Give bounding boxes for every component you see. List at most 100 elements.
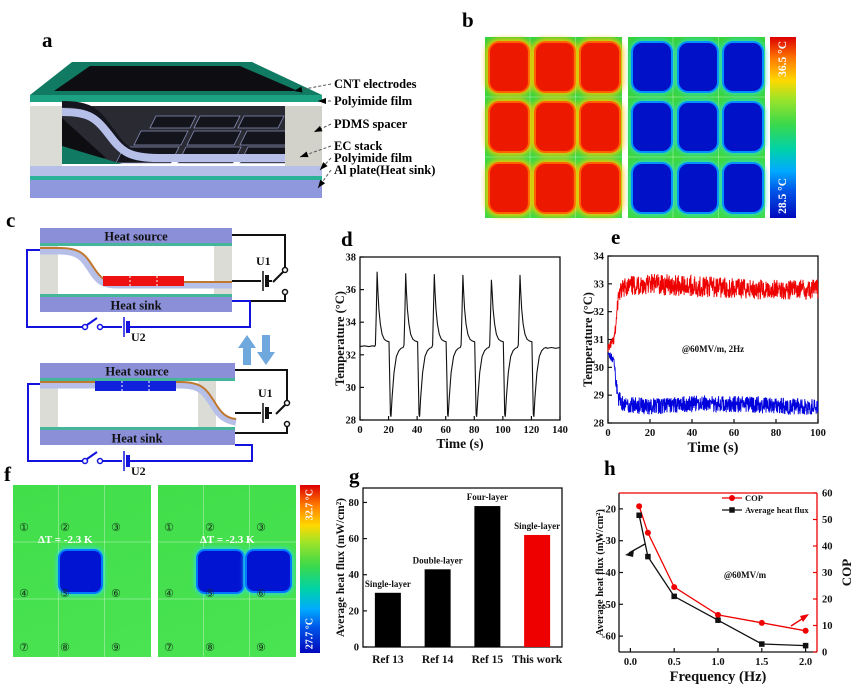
zone-number: ⑦ bbox=[19, 641, 29, 654]
heat-source-label: Heat source bbox=[104, 230, 168, 244]
svg-text:28: 28 bbox=[346, 416, 357, 427]
svg-text:28: 28 bbox=[594, 419, 605, 430]
thermal-square bbox=[633, 163, 671, 212]
svg-text:Average heat flux (mW/cm²): Average heat flux (mW/cm²) bbox=[595, 509, 606, 636]
zone-number: ⑨ bbox=[111, 641, 121, 654]
svg-text:32: 32 bbox=[594, 307, 605, 318]
panel-c-diagram: Heat source Heat sink U1 bbox=[26, 228, 291, 478]
svg-text:30: 30 bbox=[346, 383, 357, 394]
thermal-square bbox=[581, 103, 620, 152]
u1-label: U1 bbox=[256, 254, 271, 268]
svg-text:40: 40 bbox=[822, 542, 833, 553]
ec-film-cold bbox=[95, 381, 176, 391]
thermal-square-cold bbox=[60, 551, 101, 592]
svg-text:33: 33 bbox=[594, 279, 605, 290]
delta-t-label: ΔT = -2.3 K bbox=[38, 534, 93, 546]
exchange-arrows-icon bbox=[238, 335, 275, 365]
thermal-square bbox=[724, 103, 763, 152]
thermal-image-hot bbox=[485, 37, 622, 218]
svg-text:60: 60 bbox=[440, 425, 451, 436]
u2-circuit-bottom bbox=[27, 383, 253, 471]
svg-text:34: 34 bbox=[594, 252, 605, 263]
svg-text:34: 34 bbox=[346, 318, 357, 329]
layer-label: Polyimide film bbox=[334, 94, 413, 108]
bar-ref-14 bbox=[424, 569, 451, 647]
heat-sink-label: Heat sink bbox=[111, 432, 162, 446]
series-average-heat-flux bbox=[638, 515, 806, 647]
svg-text:20: 20 bbox=[349, 606, 360, 617]
svg-text:100: 100 bbox=[495, 425, 511, 436]
chart-h-flux-cop: 0.0 0.5 1.0 1.5 2.0 -20 -30 -40 -50 -60 0 10 20 30 40 5… bbox=[595, 489, 854, 686]
svg-text:32: 32 bbox=[346, 350, 357, 361]
zone-number: ⑧ bbox=[205, 641, 215, 654]
layer-label: Al plate(Heat sink) bbox=[334, 163, 436, 177]
bar-ref-13 bbox=[374, 592, 401, 647]
svg-text:1.0: 1.0 bbox=[711, 657, 724, 668]
thermal-square bbox=[581, 163, 620, 212]
c-top-diagram: Heat source Heat sink U1 bbox=[26, 228, 289, 344]
zone-number: ① bbox=[164, 521, 174, 534]
svg-text:0: 0 bbox=[605, 428, 610, 439]
thermal-square bbox=[678, 103, 717, 152]
device-3d bbox=[30, 62, 322, 198]
svg-text:20: 20 bbox=[383, 425, 394, 436]
thermal-square-cold bbox=[247, 551, 290, 591]
svg-text:40: 40 bbox=[349, 570, 360, 581]
svg-text:20: 20 bbox=[822, 595, 833, 606]
colorbar-min-label: 28.5 °C bbox=[777, 178, 789, 214]
panel-label-e: e bbox=[611, 225, 621, 249]
svg-text:Ref 13: Ref 13 bbox=[372, 654, 404, 666]
layer-label: CNT electrodes bbox=[334, 77, 417, 91]
svg-text:Average heat flux (mW/cm²): Average heat flux (mW/cm²) bbox=[335, 498, 347, 637]
zone-number: ③ bbox=[256, 521, 266, 534]
thermal-square bbox=[490, 103, 528, 152]
svg-text:-40: -40 bbox=[602, 568, 616, 579]
layer-label: Polyimide film bbox=[334, 151, 413, 165]
u1-label: U1 bbox=[258, 386, 273, 400]
svg-text:Ref 15: Ref 15 bbox=[472, 654, 504, 666]
svg-text:60: 60 bbox=[729, 428, 740, 439]
svg-text:30: 30 bbox=[594, 363, 605, 374]
series-temperature bbox=[359, 271, 561, 417]
zone-number: ⑧ bbox=[60, 641, 70, 654]
zone-number: ④ bbox=[19, 587, 29, 600]
thermal-square bbox=[724, 43, 763, 91]
svg-text:140: 140 bbox=[552, 425, 568, 436]
svg-text:Time (s): Time (s) bbox=[436, 436, 483, 451]
zone-number: ② bbox=[205, 521, 215, 534]
svg-text:Double-layer: Double-layer bbox=[413, 555, 463, 565]
svg-text:0.0: 0.0 bbox=[624, 657, 637, 668]
svg-text:Four-layer: Four-layer bbox=[467, 492, 508, 502]
zone-number: ⑦ bbox=[164, 641, 174, 654]
thermal-square bbox=[678, 163, 717, 212]
svg-text:Single-layer: Single-layer bbox=[365, 579, 411, 589]
svg-text:-50: -50 bbox=[602, 600, 616, 611]
zone-number: ⑥ bbox=[111, 587, 121, 600]
heat-source-label: Heat source bbox=[105, 365, 169, 379]
svg-text:60: 60 bbox=[349, 534, 360, 545]
colorbar-max-label: 36.5 °C bbox=[777, 41, 789, 77]
colorbar-f: 32.7 °C 27.7 °C bbox=[300, 485, 320, 653]
thermal-square bbox=[581, 43, 620, 91]
svg-text:0: 0 bbox=[357, 425, 362, 436]
thermal-square bbox=[535, 103, 574, 152]
zone-number: ② bbox=[60, 521, 70, 534]
heat-sink-label: Heat sink bbox=[110, 299, 161, 313]
c-bottom-diagram: Heat source Heat sink U1 bbox=[27, 363, 291, 478]
zone-number: ⑤ bbox=[205, 587, 215, 600]
svg-text:-20: -20 bbox=[602, 504, 616, 515]
ec-film-hot bbox=[103, 276, 184, 286]
svg-text:COP: COP bbox=[745, 493, 763, 503]
panel-f: ΔT = -2.3 K ① ② ③ ④ ⑤ ⑥ ⑦ ⑧ ⑨ ΔT = -2.3 K ① ② ③ ④ ⑤ ⑥… bbox=[0, 460, 335, 691]
svg-text:10: 10 bbox=[822, 621, 833, 632]
panel-a-device bbox=[30, 62, 332, 198]
delta-t-label: ΔT = -2.3 K bbox=[200, 534, 255, 546]
left-axis-arrow-icon bbox=[625, 550, 634, 557]
zone-number: ⑤ bbox=[60, 587, 70, 600]
thermal-square bbox=[490, 163, 528, 212]
svg-text:Frequency (Hz): Frequency (Hz) bbox=[670, 669, 767, 685]
zone-number: ① bbox=[19, 521, 29, 534]
thermal-square bbox=[633, 103, 671, 152]
leader-lines bbox=[293, 83, 332, 189]
layer-label: PDMS spacer bbox=[334, 117, 408, 131]
